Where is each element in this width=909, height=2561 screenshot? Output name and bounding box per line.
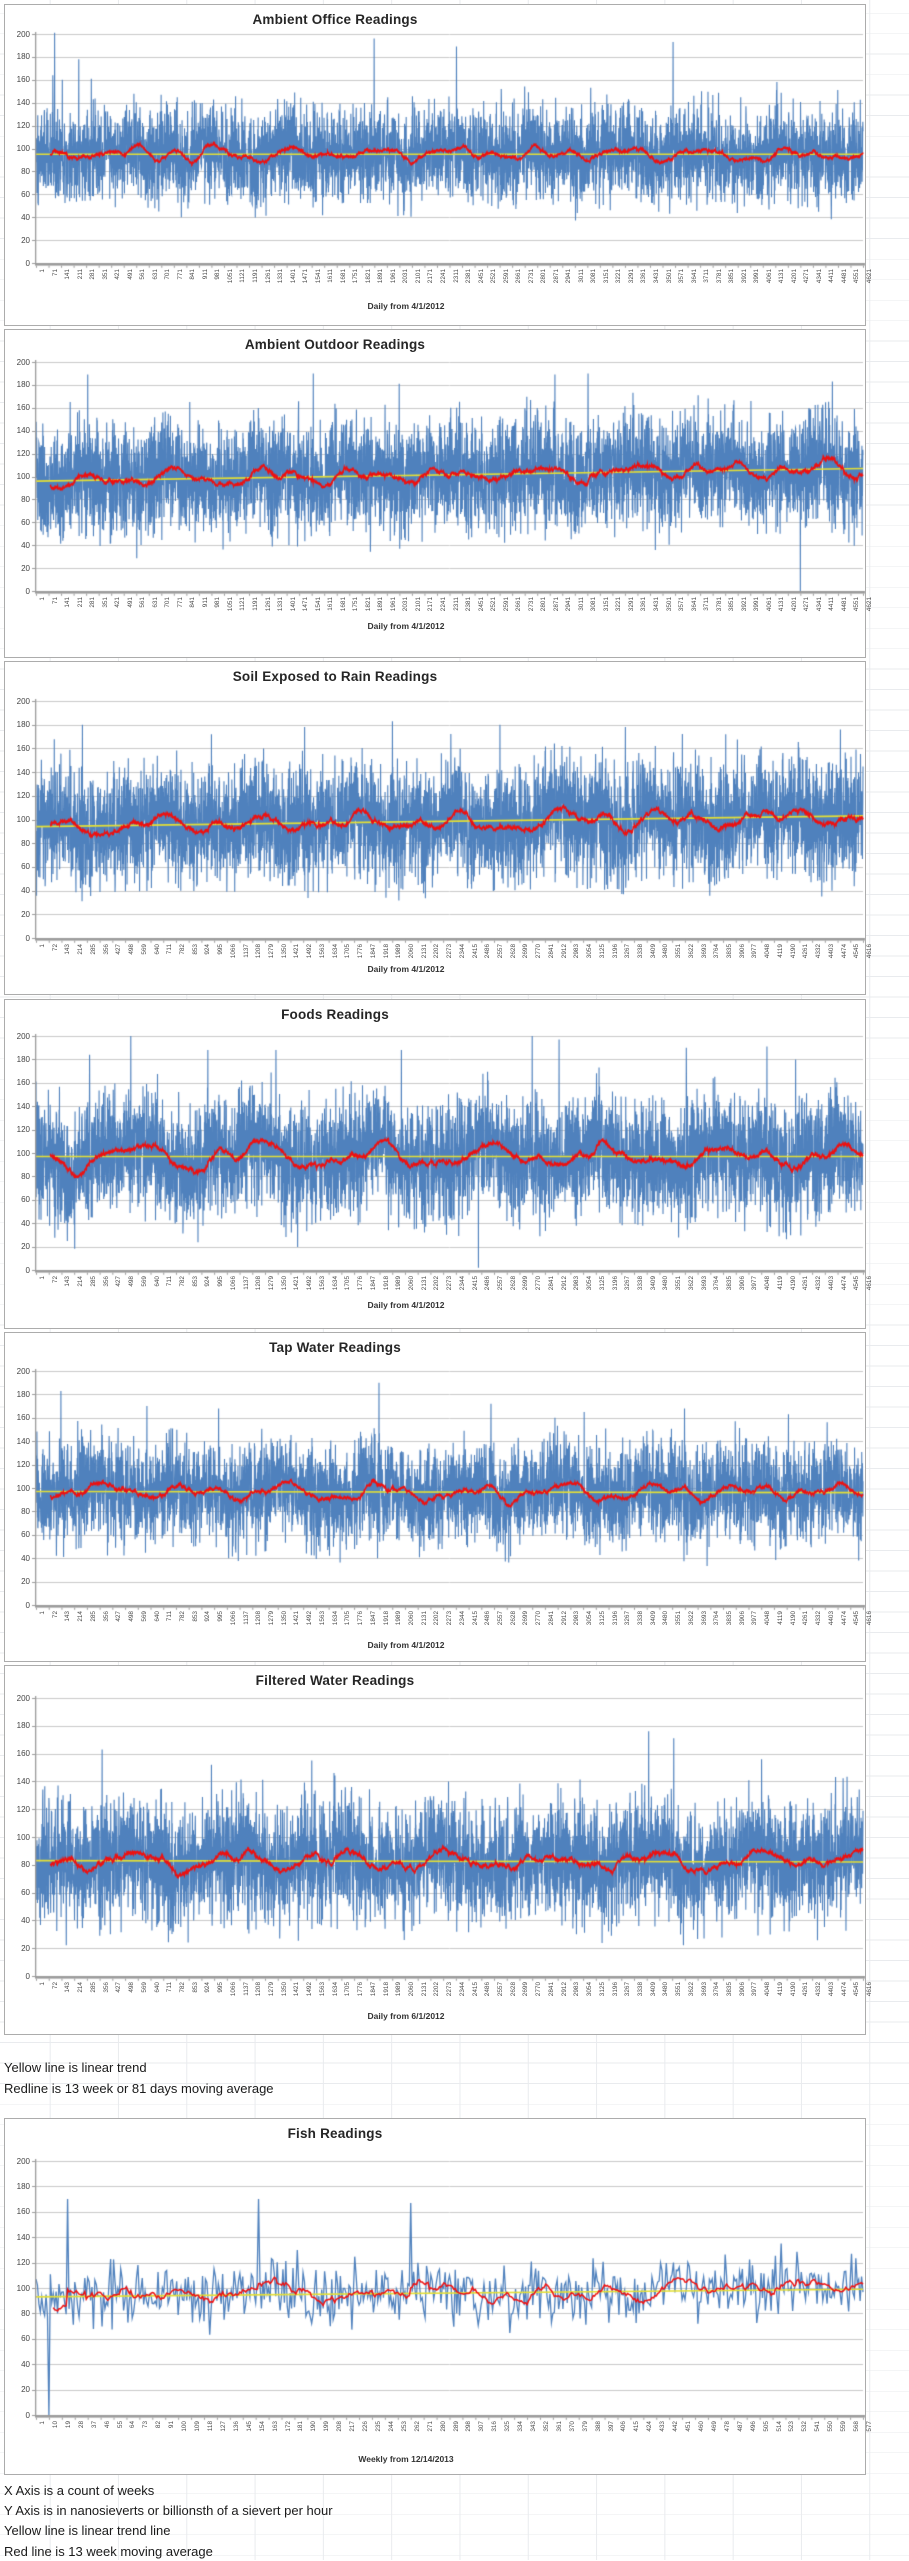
- chart-title: Fish Readings: [287, 2126, 383, 2141]
- chart-title: Ambient Outdoor Readings: [244, 337, 426, 352]
- chart-canvas: [5, 2119, 867, 2476]
- note-red-moving-average: Red line is 13 week moving average: [4, 2544, 213, 2559]
- chart-canvas: [5, 5, 867, 327]
- x-axis-caption: Daily from 6/1/2012: [367, 2011, 445, 2021]
- x-axis-caption: Daily from 4/1/2012: [367, 621, 445, 631]
- note-x-axis: X Axis is a count of weeks: [4, 2483, 155, 2498]
- chart-canvas: [5, 1333, 867, 1663]
- x-axis-caption: Daily from 4/1/2012: [367, 301, 445, 311]
- chart-soil-exposed-to-rain-readings[interactable]: Soil Exposed to Rain Readings 0 20 40 60 80 1…: [4, 661, 873, 996]
- x-axis-caption: Weekly from 12/14/2013: [358, 2454, 454, 2464]
- chart-canvas: [5, 662, 867, 996]
- chart-title: Foods Readings: [281, 1007, 389, 1022]
- chart-title: Ambient Office Readings: [252, 12, 418, 27]
- chart-canvas: [5, 330, 867, 659]
- chart-canvas: [5, 1000, 867, 1330]
- chart-title: Filtered Water Readings: [255, 1673, 415, 1688]
- chart-ambient-outdoor-readings[interactable]: Ambient Outdoor Readings 0 20 40 60 80 100 120…: [4, 329, 873, 659]
- note-y-axis: Y Axis is in nanosieverts or billionsth …: [4, 2503, 333, 2518]
- chart-ambient-office-readings[interactable]: Ambient Office Readings 0 20 40 60 80 100 120 1…: [4, 4, 873, 327]
- chart-title: Soil Exposed to Rain Readings: [232, 669, 438, 684]
- note-yellow-line-trend: Yellow line is linear trend: [4, 2060, 147, 2075]
- chart-tap-water-readings[interactable]: Tap Water Readings 0 20 40 60 80 100 120 140 160…: [4, 1332, 873, 1663]
- x-axis-caption: Daily from 4/1/2012: [367, 1300, 445, 1310]
- chart-canvas: [5, 1666, 867, 2036]
- chart-foods-readings[interactable]: Foods Readings 0 20 40 60 80 100 120 140 160 180 2…: [4, 999, 873, 1330]
- chart-fish-readings[interactable]: Fish Readings 0 20 40 60 80 100 120 140 160 180 20…: [4, 2118, 873, 2476]
- chart-title: Tap Water Readings: [269, 1340, 401, 1355]
- note-red-line-moving-average: Redline is 13 week or 81 days moving ave…: [4, 2081, 274, 2096]
- chart-filtered-water-readings[interactable]: Filtered Water Readings 0 20 40 60 80 100 120 1…: [4, 1665, 873, 2036]
- note-yellow-trend-line: Yellow line is linear trend line: [4, 2523, 171, 2538]
- x-axis-caption: Daily from 4/1/2012: [367, 964, 445, 974]
- x-axis-caption: Daily from 4/1/2012: [367, 1640, 445, 1650]
